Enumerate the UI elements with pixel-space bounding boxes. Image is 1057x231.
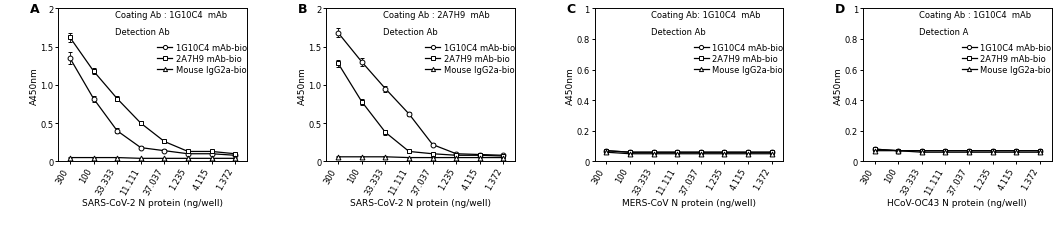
Y-axis label: A450nm: A450nm <box>834 67 843 104</box>
Legend: 1G10C4 mAb-bio, 2A7H9 mAb-bio, Mouse IgG2a-bio: 1G10C4 mAb-bio, 2A7H9 mAb-bio, Mouse IgG… <box>425 44 515 75</box>
X-axis label: SARS-CoV-2 N protein (ng/well): SARS-CoV-2 N protein (ng/well) <box>350 198 492 207</box>
Text: Detection A: Detection A <box>920 27 969 36</box>
Text: Coating Ab : 2A7H9  mAb: Coating Ab : 2A7H9 mAb <box>383 11 489 20</box>
Text: B: B <box>298 3 308 16</box>
Text: D: D <box>834 3 845 16</box>
Text: A: A <box>30 3 39 16</box>
X-axis label: HCoV-OC43 N protein (ng/well): HCoV-OC43 N protein (ng/well) <box>888 198 1027 207</box>
Y-axis label: A450nm: A450nm <box>298 67 307 104</box>
Text: Detection Ab: Detection Ab <box>115 27 169 36</box>
Text: C: C <box>567 3 575 16</box>
Text: Coating Ab : 1G10C4  mAb: Coating Ab : 1G10C4 mAb <box>920 11 1032 20</box>
Legend: 1G10C4 mAb-bio, 2A7H9 mAb-bio, Mouse IgG2a-bio: 1G10C4 mAb-bio, 2A7H9 mAb-bio, Mouse IgG… <box>962 44 1052 75</box>
Text: Detection Ab: Detection Ab <box>651 27 706 36</box>
X-axis label: SARS-CoV-2 N protein (ng/well): SARS-CoV-2 N protein (ng/well) <box>82 198 223 207</box>
Text: Coating Ab: 1G10C4  mAb: Coating Ab: 1G10C4 mAb <box>651 11 761 20</box>
X-axis label: MERS-CoV N protein (ng/well): MERS-CoV N protein (ng/well) <box>622 198 756 207</box>
Legend: 1G10C4 mAb-bio, 2A7H9 mAb-bio, Mouse IgG2a-bio: 1G10C4 mAb-bio, 2A7H9 mAb-bio, Mouse IgG… <box>157 44 246 75</box>
Y-axis label: A450nm: A450nm <box>30 67 39 104</box>
Text: Coating Ab : 1G10C4  mAb: Coating Ab : 1G10C4 mAb <box>115 11 227 20</box>
Text: Detection Ab: Detection Ab <box>383 27 438 36</box>
Legend: 1G10C4 mAb-bio, 2A7H9 mAb-bio, Mouse IgG2a-bio: 1G10C4 mAb-bio, 2A7H9 mAb-bio, Mouse IgG… <box>693 44 783 75</box>
Y-axis label: A450nm: A450nm <box>567 67 575 104</box>
